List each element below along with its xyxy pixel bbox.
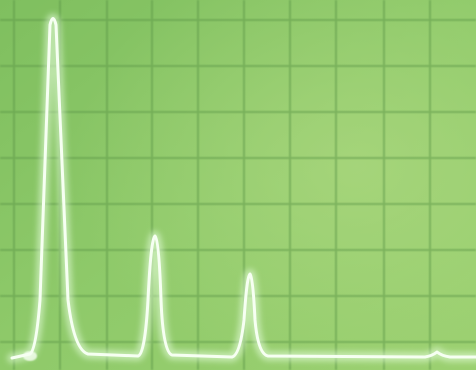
trace-line xyxy=(10,17,476,360)
trace-dot xyxy=(23,351,37,361)
trace xyxy=(7,13,476,363)
